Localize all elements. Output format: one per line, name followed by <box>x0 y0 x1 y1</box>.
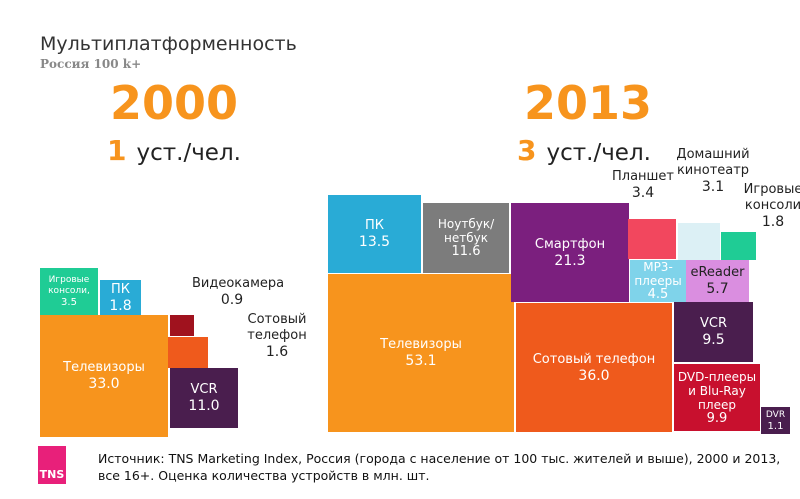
chart-title: Мультиплатформенность <box>40 33 297 55</box>
tile-label-value: 33.0 <box>88 376 120 392</box>
tile-label-value: 53.1 <box>405 353 437 369</box>
treemap-tile <box>674 302 753 362</box>
tile-label: ПК 1.8 <box>100 280 141 315</box>
tile-label-value: 3.1 <box>701 179 725 195</box>
treemap-tile <box>100 280 141 315</box>
tile-label-value: 13.5 <box>358 234 391 250</box>
tile-label-name: Игровые консоли, <box>48 275 90 296</box>
tile-label-name: eReader <box>690 265 745 280</box>
tile-label: DVD-плееры и Blu-Ray плеер 9.9 <box>674 364 760 431</box>
tile-label-value: 1.1 <box>767 420 784 432</box>
treemap-tile <box>686 260 749 302</box>
devices-per-person-2013-value: 3 <box>517 134 537 167</box>
treemap-tile <box>516 303 672 432</box>
tile-label-name: DVR <box>765 409 786 420</box>
treemap-tile <box>674 364 760 431</box>
tile-label: eReader 5.7 <box>686 260 749 302</box>
tile-label-value: 1.8 <box>761 214 785 230</box>
tile-label-name: Планшет <box>611 169 675 184</box>
tile-label: Планшет 3.4 <box>603 169 683 201</box>
tile-label-name: DVD-плееры и Blu-Ray плеер <box>677 369 757 412</box>
tile-label-name: ПК <box>364 218 384 233</box>
treemap-tile <box>40 315 168 437</box>
devices-per-person-2000-unit: уст./чел. <box>136 140 241 166</box>
tile-label-value: 9.5 <box>702 332 725 348</box>
tile-label: MP3- плееры 4.5 <box>630 260 686 302</box>
tile-label-name: Телевизоры <box>380 337 462 352</box>
tile-label-value: 1.6 <box>265 344 289 360</box>
tile-label: Смартфон 21.3 <box>511 203 629 302</box>
tile-label: Телевизоры 53.1 <box>328 274 514 432</box>
tile-label-name: Сотовый телефон <box>532 351 656 367</box>
tile-label-name: Сотовый телефон <box>247 312 307 343</box>
tile-label: VCR 9.5 <box>674 302 753 362</box>
leader-line <box>222 330 232 337</box>
tile-label: Видеокамера 0.9 <box>192 276 285 308</box>
devices-per-person-2000: 1 уст./чел. <box>107 134 241 167</box>
treemap-tile <box>678 223 720 260</box>
treemap-tile <box>761 407 790 434</box>
tile-label-name: Телевизоры <box>63 360 145 375</box>
tile-label: Сотовый телефон 1.6 <box>237 312 317 360</box>
tile-label-name: Видеокамера <box>192 276 285 291</box>
treemap-tile <box>328 195 421 273</box>
year-2000-label: 2000 <box>110 76 239 130</box>
tile-label: VCR 11.0 <box>170 368 238 428</box>
year-2013-label: 2013 <box>524 76 653 130</box>
treemap-tile <box>168 337 208 368</box>
tile-label-value: 5.7 <box>706 281 729 297</box>
tile-label-value: 9.9 <box>706 410 728 426</box>
treemap-tile <box>511 203 629 302</box>
treemap-tile <box>721 232 756 260</box>
treemap-charts <box>40 195 790 437</box>
tile-label-value: 1.8 <box>109 297 132 314</box>
tile-label: Игровые консоли 1.8 <box>733 182 800 230</box>
tile-label-value: 4.5 <box>647 287 669 302</box>
tile-label: DVR 1.1 <box>761 407 790 434</box>
treemap-tile <box>423 203 509 273</box>
source-note: Источник: TNS Marketing Index, Россия (г… <box>98 451 781 483</box>
tile-label-value: 11.6 <box>451 244 481 259</box>
leader-line <box>699 198 714 223</box>
tile-label-value: 0.9 <box>220 292 244 308</box>
tile-label: Домашний кинотеатр 3.1 <box>673 147 753 195</box>
devices-per-person-2000-value: 1 <box>107 134 127 167</box>
tile-label-value: 36.0 <box>578 367 610 384</box>
chart-subtitle: Россия 100 k+ <box>40 57 142 71</box>
tile-label-name: ПК <box>110 281 130 297</box>
tile-label-value: 3.5 <box>61 297 77 308</box>
tile-label-name: VCR <box>699 316 727 331</box>
tile-label-value: 21.3 <box>554 252 586 269</box>
tile-label-name: MP3- плееры <box>634 260 682 288</box>
tile-label: ПК 13.5 <box>328 195 421 273</box>
treemap-tile <box>170 315 194 336</box>
treemap-tile <box>630 260 686 302</box>
treemap-tile <box>170 368 238 428</box>
tile-label: Телевизоры 33.0 <box>40 315 168 437</box>
devices-per-person-2013-unit: уст./чел. <box>546 140 651 166</box>
tile-label-name: Смартфон <box>534 236 606 252</box>
treemap-tile <box>40 268 98 315</box>
tile-label-name: Домашний кинотеатр <box>676 147 750 178</box>
tile-label-name: VCR <box>190 382 218 397</box>
tile-label-value: 3.4 <box>631 185 655 201</box>
treemap-tile <box>628 219 676 259</box>
treemap-tile <box>328 274 514 432</box>
devices-per-person-2013: 3 уст./чел. <box>517 134 651 167</box>
tile-label-name: Ноутбук/ нетбук <box>437 217 495 245</box>
tns-logo: TNS <box>38 446 66 484</box>
tile-label: Ноутбук/ нетбук 11.6 <box>423 203 509 273</box>
tile-label: Сотовый телефон 36.0 <box>516 303 672 432</box>
tile-label-name: Игровые консоли <box>743 182 800 213</box>
tile-label-value: 11.0 <box>188 398 220 414</box>
tile-label: Игровые консоли, 3.5 <box>40 268 98 315</box>
